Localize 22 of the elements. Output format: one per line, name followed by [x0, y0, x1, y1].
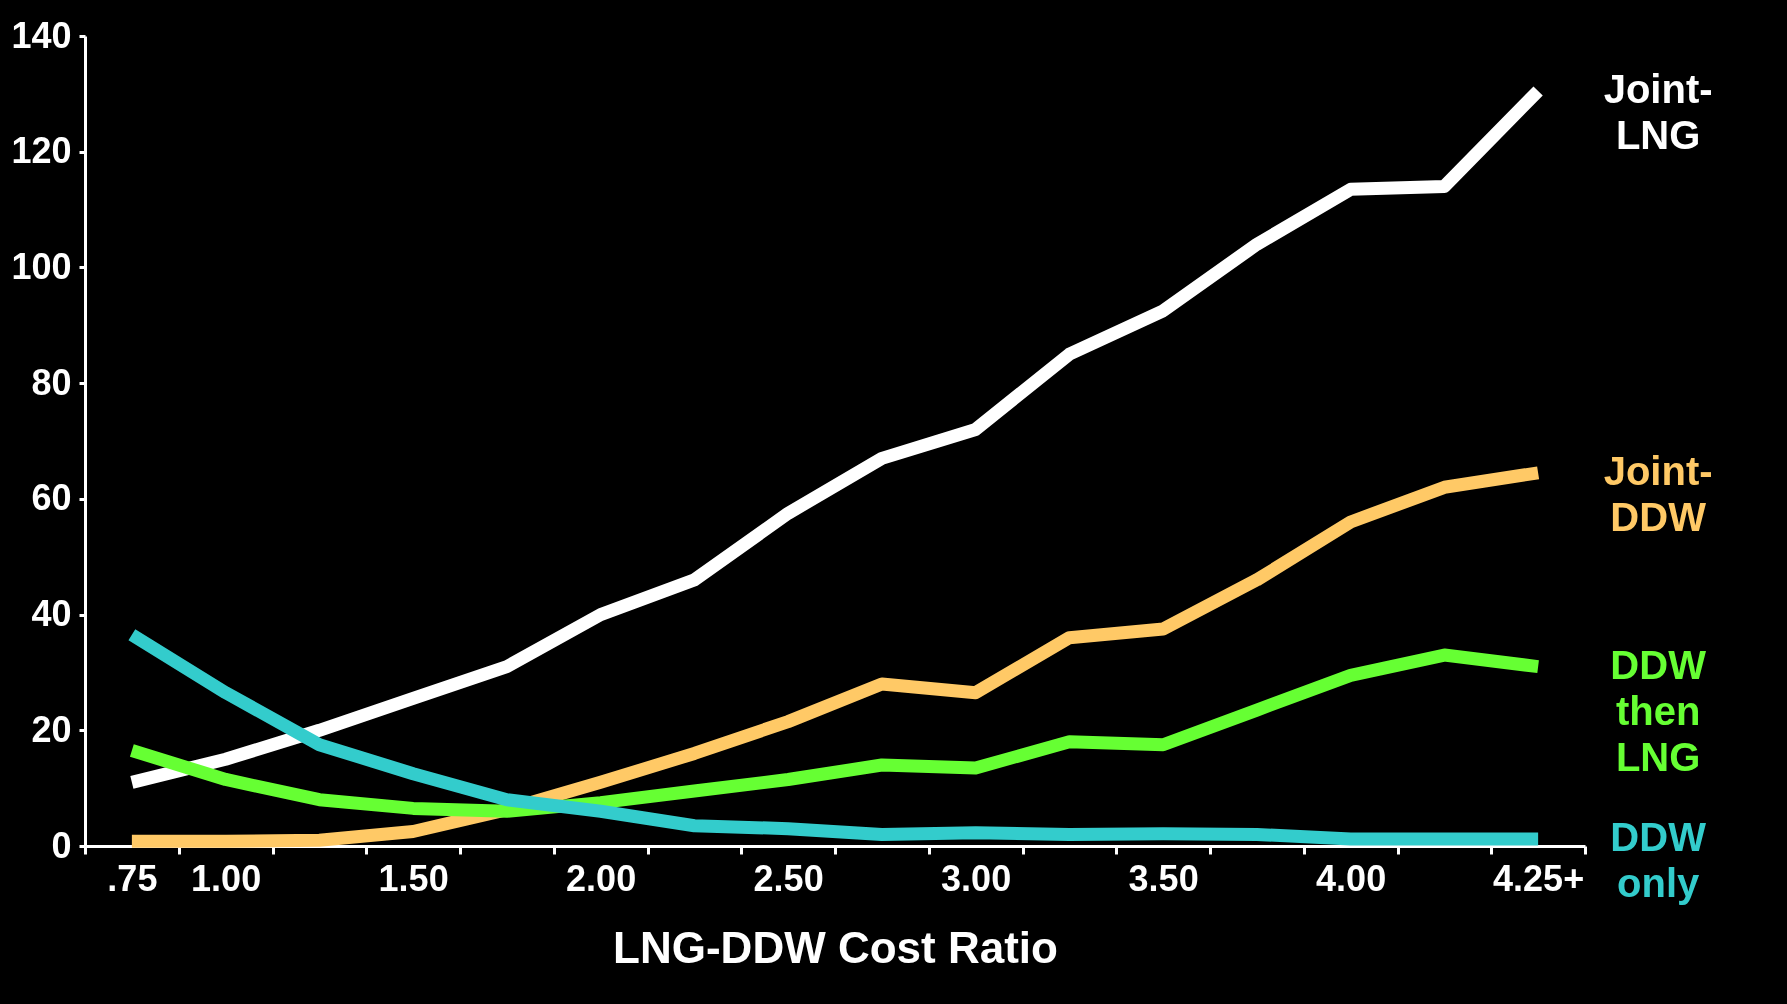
- x-tick-label: 1.00: [191, 857, 262, 899]
- series-label: DDW then LNG: [1610, 642, 1707, 779]
- y-tick-label: 80: [31, 361, 72, 403]
- x-tick-label: 2.50: [753, 857, 824, 899]
- series-label: Joint-LNG: [1603, 66, 1713, 157]
- y-tick-label: 60: [31, 477, 72, 519]
- x-tick-label: .75: [107, 857, 158, 899]
- x-axis-title: LNG-DDW Cost Ratio: [613, 922, 1058, 972]
- y-tick-label: 120: [11, 130, 72, 172]
- y-tick-label: 100: [11, 245, 72, 287]
- y-tick-label: 20: [31, 708, 72, 750]
- y-tick-label: 40: [31, 593, 72, 635]
- x-tick-label: 4.25+: [1493, 857, 1585, 899]
- x-tick-label: 1.50: [378, 857, 449, 899]
- y-tick-label: 0: [51, 824, 72, 866]
- x-tick-label: 3.00: [941, 857, 1012, 899]
- series-label: DDW only: [1610, 815, 1707, 906]
- x-tick-label: 2.00: [566, 857, 637, 899]
- x-tick-label: 4.00: [1316, 857, 1387, 899]
- y-tick-label: 140: [11, 14, 72, 56]
- series-label: Joint-DDW: [1603, 448, 1713, 539]
- x-tick-label: 3.50: [1128, 857, 1199, 899]
